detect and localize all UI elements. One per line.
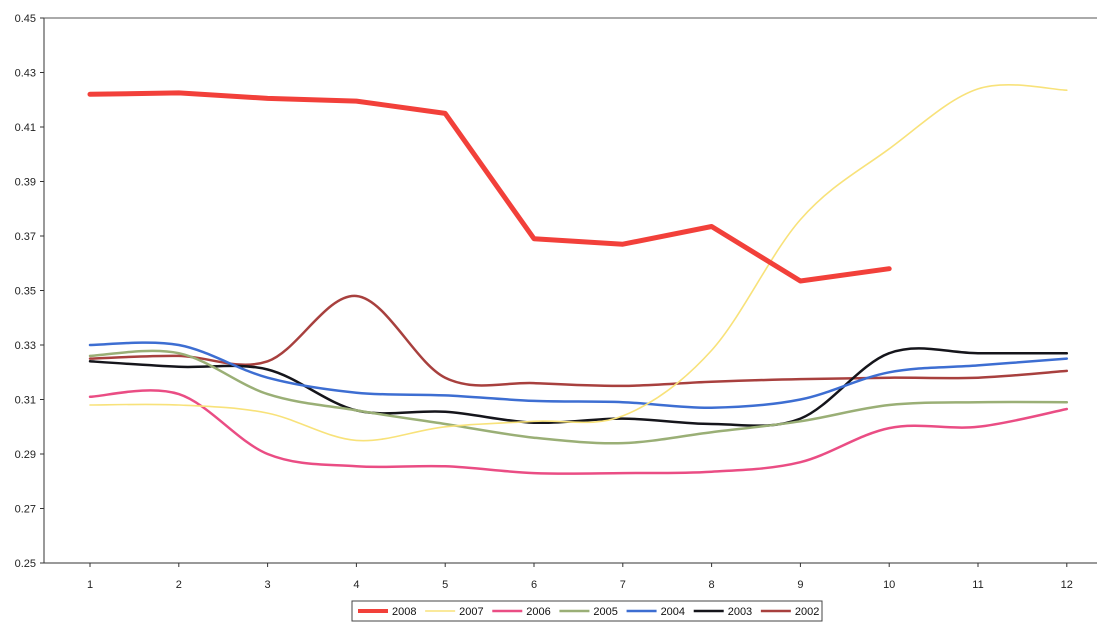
y-tick-label: 0.25 xyxy=(15,558,36,570)
y-tick-label: 0.37 xyxy=(15,231,36,243)
legend-label-2005: 2005 xyxy=(593,606,617,618)
x-tick-label: 11 xyxy=(972,579,983,591)
y-tick-label: 0.45 xyxy=(15,13,36,25)
y-tick-label: 0.31 xyxy=(15,395,36,407)
series-line-2007 xyxy=(89,84,1068,442)
legend-label-2007: 2007 xyxy=(459,606,483,618)
chart-axes xyxy=(43,17,1097,564)
x-tick-label: 6 xyxy=(531,579,537,591)
y-tick-label: 0.35 xyxy=(15,286,36,298)
x-tick-label: 12 xyxy=(1061,579,1073,591)
y-tick-label: 0.33 xyxy=(15,340,36,352)
legend-label-2002: 2002 xyxy=(795,606,819,618)
y-axis-ticks: 0.25 0.27 0.29 0.31 0.33 0.35 0.37 0.39 0.41 0.43… xyxy=(15,13,44,570)
y-tick-label: 0.29 xyxy=(15,449,36,461)
x-axis-ticks: 1 2 3 4 5 6 7 8 9 10 11 12 xyxy=(87,563,1073,591)
series-line-2003 xyxy=(88,347,1069,427)
series-line-2005 xyxy=(88,349,1069,445)
y-tick-label: 0.39 xyxy=(15,177,36,189)
x-tick-label: 2 xyxy=(176,579,182,591)
x-tick-label: 3 xyxy=(265,579,271,591)
x-tick-label: 9 xyxy=(797,579,803,591)
x-tick-label: 8 xyxy=(709,579,715,591)
y-tick-label: 0.27 xyxy=(15,504,36,516)
series-line-2008 xyxy=(87,90,892,284)
x-tick-label: 5 xyxy=(442,579,448,591)
legend-label-2004: 2004 xyxy=(661,606,685,618)
series-line-2004 xyxy=(88,341,1069,409)
x-tick-label: 1 xyxy=(87,579,93,591)
x-tick-label: 4 xyxy=(353,579,359,591)
x-tick-label: 7 xyxy=(620,579,626,591)
series-line-2006 xyxy=(88,389,1069,475)
legend-label-2003: 2003 xyxy=(728,606,752,618)
series-line-2002 xyxy=(88,294,1069,388)
x-tick-label: 10 xyxy=(883,579,895,591)
y-tick-label: 0.43 xyxy=(15,68,36,80)
series-lines xyxy=(87,84,1069,475)
legend-label-2008: 2008 xyxy=(392,606,416,618)
legend-label-2006: 2006 xyxy=(526,606,550,618)
legend: 2008 2007 2006 2005 2004 2003 2002 xyxy=(351,600,823,622)
y-tick-label: 0.41 xyxy=(15,122,36,134)
